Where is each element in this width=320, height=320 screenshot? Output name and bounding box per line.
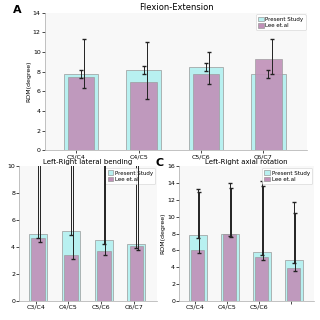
Bar [64,74,98,150]
Bar [193,74,219,150]
Bar [251,74,286,150]
Bar [223,235,236,301]
Bar [127,244,146,301]
Bar [68,77,94,150]
Legend: Present Study, Lee et.al: Present Study, Lee et.al [105,168,155,184]
Bar [95,240,113,301]
Bar [221,234,239,301]
Bar [31,238,45,301]
Bar [126,70,161,150]
Bar [97,251,111,301]
Bar [253,252,271,301]
Bar [130,82,156,150]
Bar [189,235,207,301]
Text: C: C [155,158,163,168]
Bar [64,255,78,301]
Y-axis label: ROM(degree): ROM(degree) [161,213,166,254]
Bar [287,268,300,301]
Title: Left-Right lateral bending: Left-Right lateral bending [44,159,132,164]
Bar [130,246,143,301]
Legend: Present Study, Lee et.al: Present Study, Lee et.al [262,168,312,184]
Title: Flexion-Extension: Flexion-Extension [139,3,213,12]
Text: A: A [13,4,22,14]
Bar [191,250,204,301]
Legend: Present Study, Lee et.al: Present Study, Lee et.al [256,14,306,30]
Bar [29,234,47,301]
Title: Left-Right axial rotation: Left-Right axial rotation [205,159,288,164]
Bar [255,257,268,301]
Bar [255,59,282,150]
Y-axis label: ROM(degree): ROM(degree) [26,61,31,102]
Bar [285,260,303,301]
Bar [62,231,80,301]
Bar [189,67,223,150]
